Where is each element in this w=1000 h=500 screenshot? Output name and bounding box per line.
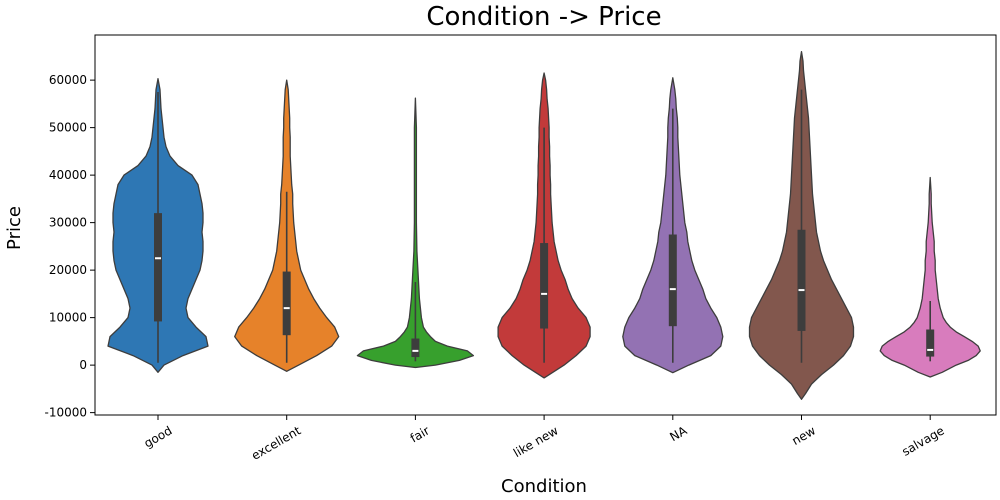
y-tick-label: 40000 [49,168,87,182]
violin-iqr-box [411,338,420,358]
violin-iqr-box [540,243,549,329]
y-tick-label: 30000 [49,216,87,230]
violin-iqr-box [926,329,935,357]
x-tick-label: fair [408,423,432,445]
y-tick-label: 0 [79,358,87,372]
y-tick-label: 50000 [49,121,87,135]
violin-iqr-box [154,213,162,322]
x-axis: good excellent fair like new NA new salvage [142,415,947,463]
violins-layer [107,50,981,400]
x-axis-title: Condition [501,476,587,497]
y-tick-label: 10000 [49,311,87,325]
y-tick-label: 60000 [49,73,87,87]
y-tick-label: 20000 [49,263,87,277]
x-tick-label: excellent [249,423,303,462]
x-tick-label: salvage [900,423,947,458]
violin-body [879,176,981,378]
x-tick-label: NA [667,423,690,444]
x-tick-label: new [790,423,819,448]
plot-frame [94,34,997,416]
y-axis-title: Price [4,206,25,250]
y-axis: -10000 0 10000 20000 30000 40000 50000 60000 [44,73,95,420]
violin-iqr-box [282,271,291,336]
violin-iqr-box [797,229,806,331]
y-tick-label: -10000 [44,406,87,420]
chart-title: Condition -> Price [426,2,661,32]
violin-body [356,97,475,369]
violin-iqr-box [668,234,677,327]
x-tick-label: good [142,423,175,450]
x-tick-label: like new [511,423,561,460]
